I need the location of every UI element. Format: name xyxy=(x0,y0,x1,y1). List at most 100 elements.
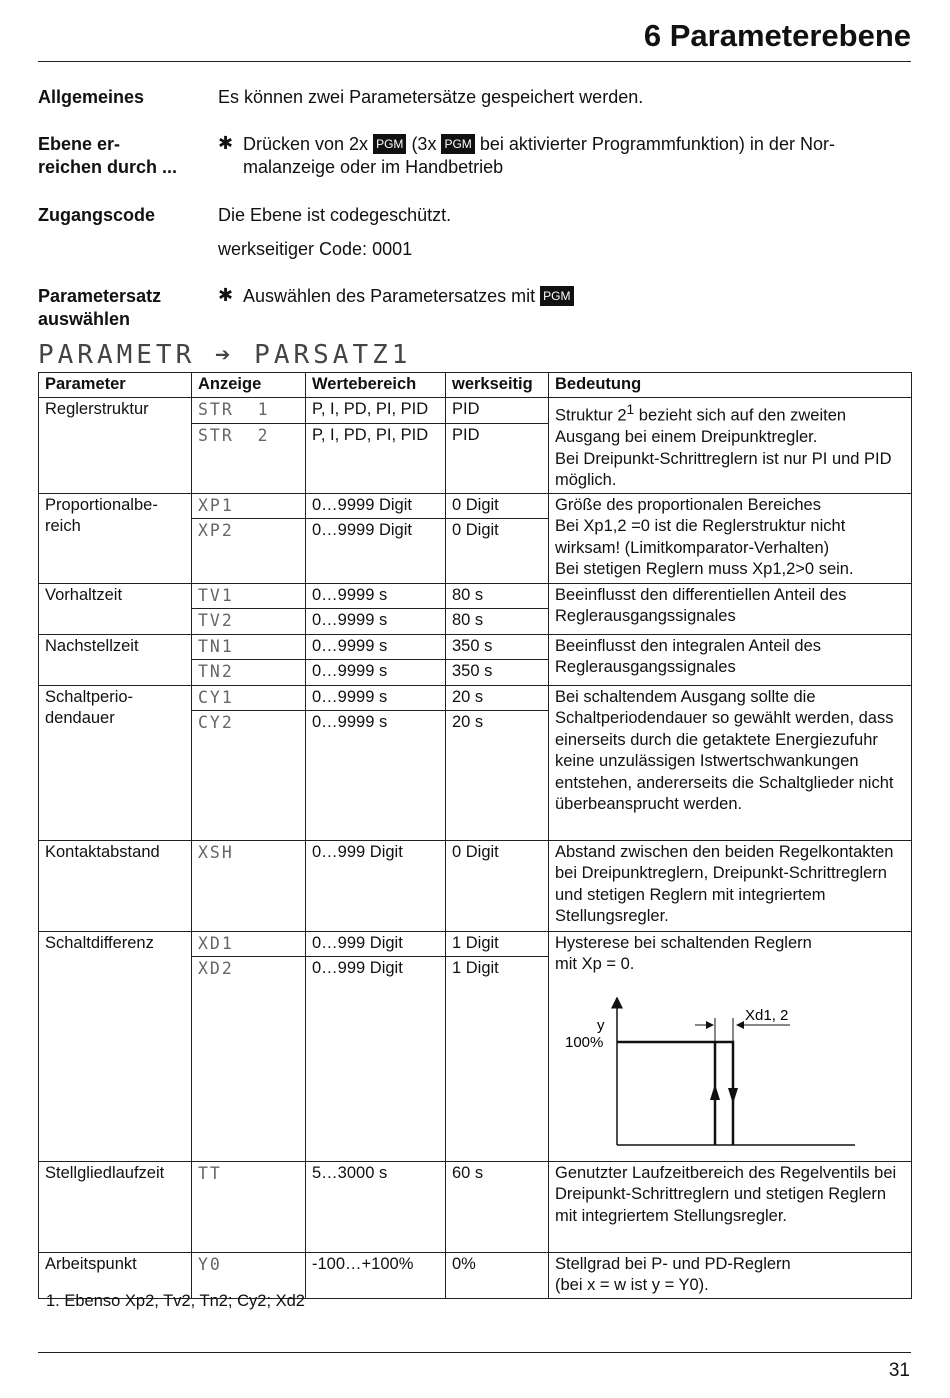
table-row: Proportionalbe- reich XP1 0…9999 Digit 0 Di… xyxy=(38,492,912,584)
label-ebene: Ebene er- reichen durch ... xyxy=(38,134,178,177)
table-row: Arbeitspunkt Y0 -100…+100% 0% Stellgrad bei … xyxy=(38,1251,912,1299)
display-code: STR 1 xyxy=(191,396,306,425)
table-row: STR 2 P, I, PD, PI, PID PID xyxy=(39,423,912,494)
table-row: Schaltperio- dendauer CY1 0…9999 s 20 s Bei … xyxy=(38,684,912,841)
value-range: 0…9999 Digit xyxy=(305,492,446,519)
value-range: 0…999 Digit xyxy=(305,930,446,957)
bullet-icon: ✱ xyxy=(218,285,234,305)
w-label: w xyxy=(726,1155,738,1160)
label-zugangscode: Zugangscode xyxy=(38,205,156,225)
default-value: 0 Digit xyxy=(445,839,549,932)
y-value-label: 100% xyxy=(565,1034,603,1051)
value-range: 0…999 Digit xyxy=(305,839,446,932)
parameter-table: Parameter Anzeige Wertebereich werkseiti… xyxy=(38,372,912,1299)
x-label: x xyxy=(845,1155,853,1160)
description: Bei schaltendem Ausgang sollte die Schal… xyxy=(548,684,912,841)
description: Genutzter Laufzeitbereich des Regelventi… xyxy=(548,1160,912,1253)
col-header: Wertebereich xyxy=(305,372,446,398)
footer-rule xyxy=(38,1352,911,1353)
text-parametersatz: Auswählen des Parametersatzes mit PGM xyxy=(243,285,908,308)
table-row: CY2 0…9999 s 20 s xyxy=(39,709,912,841)
display-heading: PARAMETR ➔ PARSATZ1 xyxy=(38,340,412,370)
col-header: Anzeige xyxy=(191,372,306,398)
default-value: 350 s xyxy=(445,633,549,660)
display-code: TN2 xyxy=(191,658,306,686)
col-header: Bedeutung xyxy=(548,372,912,398)
value-range: 0…9999 s xyxy=(305,582,446,609)
table-row: Kontaktabstand XSH 0…999 Digit 0 Digit Absta… xyxy=(38,839,912,932)
value-range: 0…9999 s xyxy=(305,709,446,841)
param-name: Stellgliedlaufzeit xyxy=(38,1160,192,1253)
header-rule xyxy=(38,61,911,62)
value-range: 0…999 Digit xyxy=(305,955,446,1162)
display-code: STR 2 xyxy=(191,423,306,494)
display-code: TV2 xyxy=(191,607,306,635)
display-code: TT xyxy=(191,1160,306,1253)
value-range: 0…9999 s xyxy=(305,658,446,686)
label-allgemeines: Allgemeines xyxy=(38,87,145,107)
col-header: werkseitig xyxy=(445,372,549,398)
description: Hysterese bei schaltenden Reglern mit Xp… xyxy=(548,930,912,1162)
display-code: TV1 xyxy=(191,582,306,609)
hysteresis-label: Xd1, 2 xyxy=(745,1007,788,1024)
default-value: 20 s xyxy=(445,709,549,841)
table-row: Vorhaltzeit TV1 0…9999 s 80 s Beeinflusst de… xyxy=(38,582,912,635)
text-code: werkseitiger Code: 0001 xyxy=(218,239,413,259)
label-parametersatz: Parametersatz auswählen xyxy=(38,286,162,329)
table-row: XP2 0…9999 Digit 0 Digit xyxy=(39,517,912,584)
value-range: P, I, PD, PI, PID xyxy=(305,423,446,494)
description: Stellgrad bei P- und PD-Reglern (bei x =… xyxy=(548,1251,912,1299)
value-range: 0…9999 s xyxy=(305,607,446,635)
table-row: Reglerstruktur STR 1 P, I, PD, PI, PID PID S… xyxy=(38,396,912,494)
table-row: Stellgliedlaufzeit TT 5…3000 s 60 s Genutzte… xyxy=(38,1160,912,1253)
y-label: y xyxy=(597,1017,605,1034)
default-value: 80 s xyxy=(445,582,549,609)
pgm-key-icon: PGM xyxy=(441,134,475,154)
display-code: XD1 xyxy=(191,930,306,957)
display-code: CY2 xyxy=(191,709,306,841)
default-value: 20 s xyxy=(445,684,549,711)
bullet-icon: ✱ xyxy=(218,133,234,153)
table-row: TV2 0…9999 s 80 s xyxy=(39,607,912,635)
param-name: Vorhaltzeit xyxy=(38,582,192,635)
default-value: 60 s xyxy=(445,1160,549,1253)
page-number: 31 xyxy=(888,1360,910,1381)
description: Struktur 21 bezieht sich auf den zweiten… xyxy=(548,397,912,494)
default-value: 0 Digit xyxy=(445,517,549,584)
display-code: Y0 xyxy=(191,1251,306,1299)
description: Abstand zwischen den beiden Regelkontakt… xyxy=(548,839,912,932)
default-value: 0 Digit xyxy=(445,492,549,519)
display-code: XP1 xyxy=(191,492,306,519)
value-range: -100…+100% xyxy=(305,1251,446,1299)
default-value: 350 s xyxy=(445,658,549,686)
table-row: TN2 0…9999 s 350 s xyxy=(39,658,912,686)
text-allgemeines: Es können zwei Parametersätze gespeicher… xyxy=(218,87,644,107)
display-code: CY1 xyxy=(191,684,306,711)
default-value: PID xyxy=(445,396,549,425)
param-name: Nachstellzeit xyxy=(38,633,192,686)
value-range: P, I, PD, PI, PID xyxy=(305,396,446,425)
display-code: TN1 xyxy=(191,633,306,660)
default-value: 1 Digit xyxy=(445,955,549,1162)
table-row: Schaltdifferenz XD1 0…999 Digit 1 Digit Hyst… xyxy=(38,930,912,1162)
param-name: Schaltperio- dendauer xyxy=(38,684,192,841)
description: Größe des proportionalen Bereiches Bei X… xyxy=(548,492,912,584)
pgm-key-icon: PGM xyxy=(373,134,407,154)
col-header: Parameter xyxy=(38,372,192,398)
value-range: 0…9999 s xyxy=(305,684,446,711)
footnote: 1. Ebenso Xp2, Tv2, Tn2; Cy2; Xd2 xyxy=(46,1292,305,1310)
default-value: 1 Digit xyxy=(445,930,549,957)
param-name: Arbeitspunkt xyxy=(38,1251,192,1299)
param-name: Reglerstruktur xyxy=(38,397,192,494)
description: Beeinflusst den integralen Anteil des Re… xyxy=(548,633,912,686)
display-code: XSH xyxy=(191,839,306,932)
param-name: Schaltdifferenz xyxy=(38,930,192,1162)
value-range: 0…9999 Digit xyxy=(305,517,446,584)
default-value: 80 s xyxy=(445,607,549,635)
value-range: 5…3000 s xyxy=(305,1160,446,1253)
table-row: XD2 0…999 Digit 1 Digit xyxy=(39,955,912,1162)
text-zugangscode: Die Ebene ist codegeschützt. xyxy=(218,205,452,225)
value-range: 0…9999 s xyxy=(305,633,446,660)
param-name: Kontaktabstand xyxy=(38,839,192,932)
